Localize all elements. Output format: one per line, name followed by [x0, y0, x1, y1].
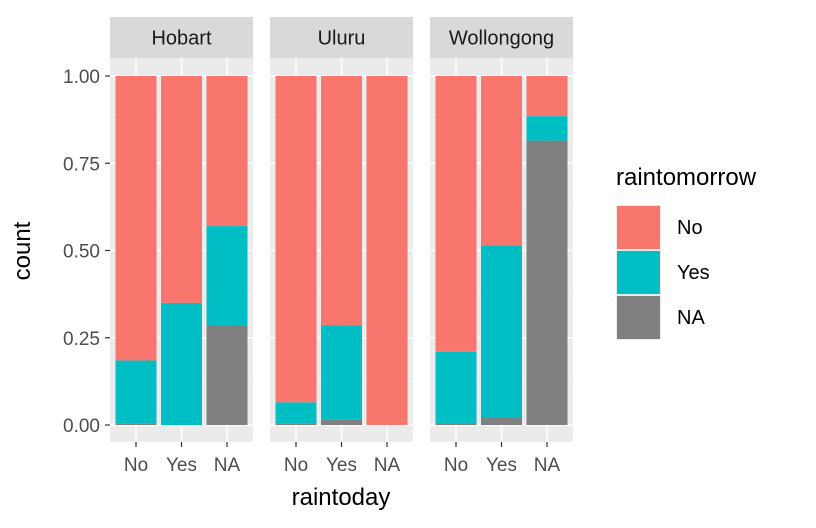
y-axis-title: count [9, 221, 36, 280]
y-tick-label: 0.25 [63, 329, 100, 350]
facet-panel-uluru: Uluru No Yes NA [270, 17, 413, 476]
facet-strip-label: Wollongong [449, 28, 554, 50]
bar-segment-yes [275, 402, 317, 424]
bar-segment-no [115, 76, 157, 361]
x-tick-label: Yes [486, 455, 517, 476]
y-tick-label: 0.50 [63, 242, 100, 263]
y-axis: 0.00 0.25 0.50 0.75 1.00 [63, 67, 110, 437]
bar-segment-yes [161, 302, 202, 425]
legend-key-yes [617, 251, 660, 294]
x-axis-title: raintoday [292, 484, 391, 511]
bar-segment-yes [115, 360, 157, 424]
facet-strip [430, 17, 573, 58]
bar-segment-no [526, 76, 568, 117]
y-tick-label: 1.00 [63, 67, 100, 88]
bar-segment-no [366, 76, 408, 425]
x-tick-label: NA [534, 455, 561, 476]
legend-label: NA [677, 307, 705, 329]
x-tick-label: NA [214, 455, 241, 476]
facet-panel-wollongong: Wollongong No Yes NA [430, 17, 573, 476]
facet-strip-label: Uluru [318, 28, 366, 50]
bar-segment-no [206, 76, 248, 227]
bar-segment-yes [435, 351, 477, 424]
legend-key-na [617, 296, 660, 339]
bar-segment-yes [526, 116, 568, 141]
x-tick-label: Yes [166, 455, 197, 476]
bar-segment-no [275, 76, 317, 403]
facet-strip [270, 17, 413, 58]
bar-segment-na [526, 140, 568, 425]
legend-key-no [617, 206, 660, 249]
facet-panel-hobart: Hobart No Yes NA [110, 17, 253, 476]
bar-segment-na [115, 423, 157, 425]
y-tick-label: 0.75 [63, 154, 100, 175]
bar-segment-no [161, 76, 202, 303]
x-tick-label: Yes [326, 455, 357, 476]
facet-panels: Hobart No Yes NA Uluru No Yes NA Wollongong No Yes… [110, 17, 573, 476]
bar-segment-no [321, 76, 362, 326]
bar-segment-na [275, 423, 317, 425]
bar-segment-no [435, 76, 477, 352]
legend: raintomorrow No Yes NA [616, 164, 757, 340]
bar-segment-yes [321, 325, 362, 420]
legend-title: raintomorrow [616, 164, 757, 191]
bar-segment-yes [481, 245, 522, 419]
bar-segment-na [435, 423, 477, 425]
x-tick-label: No [124, 455, 148, 476]
facet-strip [110, 17, 253, 58]
bar-segment-yes [206, 226, 248, 326]
x-tick-label: No [444, 455, 468, 476]
x-tick-label: NA [374, 455, 401, 476]
y-tick-label: 0.00 [63, 416, 100, 437]
x-tick-label: No [284, 455, 308, 476]
bar-segment-na [481, 418, 522, 425]
legend-label: No [677, 217, 703, 239]
bar-segment-na [321, 419, 362, 425]
facet-strip-label: Hobart [151, 28, 211, 50]
legend-label: Yes [677, 262, 710, 284]
bar-segment-na [206, 325, 248, 425]
bar-segment-no [481, 76, 522, 246]
